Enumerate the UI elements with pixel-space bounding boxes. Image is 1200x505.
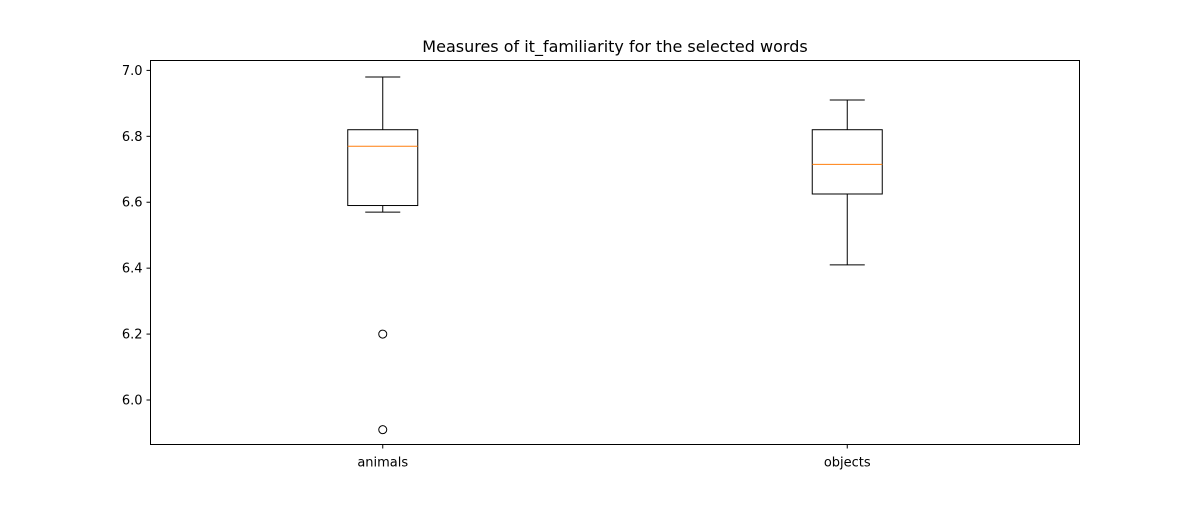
outlier-point: [378, 329, 388, 339]
plot-area-frame: [150, 60, 1080, 445]
box-animals: [347, 76, 419, 435]
y-axis: 6.0 6.2 6.4 6.6 6.8 7.0: [122, 64, 151, 409]
y-tick-label: 7.0: [122, 64, 143, 79]
boxes-group: [347, 76, 883, 435]
outlier-point: [378, 425, 388, 435]
x-tick-label: objects: [824, 456, 871, 471]
iqr-box: [347, 129, 419, 207]
box-objects: [811, 99, 883, 266]
y-tick-label: 6.0: [122, 394, 143, 409]
y-tick-label: 6.2: [122, 328, 143, 343]
x-axis: animals objects: [357, 444, 871, 471]
y-tick-label: 6.4: [122, 262, 143, 277]
iqr-box: [811, 129, 883, 195]
y-tick-label: 6.8: [122, 130, 143, 145]
x-tick-label: animals: [357, 456, 408, 471]
y-tick-label: 6.6: [122, 196, 143, 211]
chart-title: Measures of it_familiarity for the selec…: [422, 37, 807, 57]
